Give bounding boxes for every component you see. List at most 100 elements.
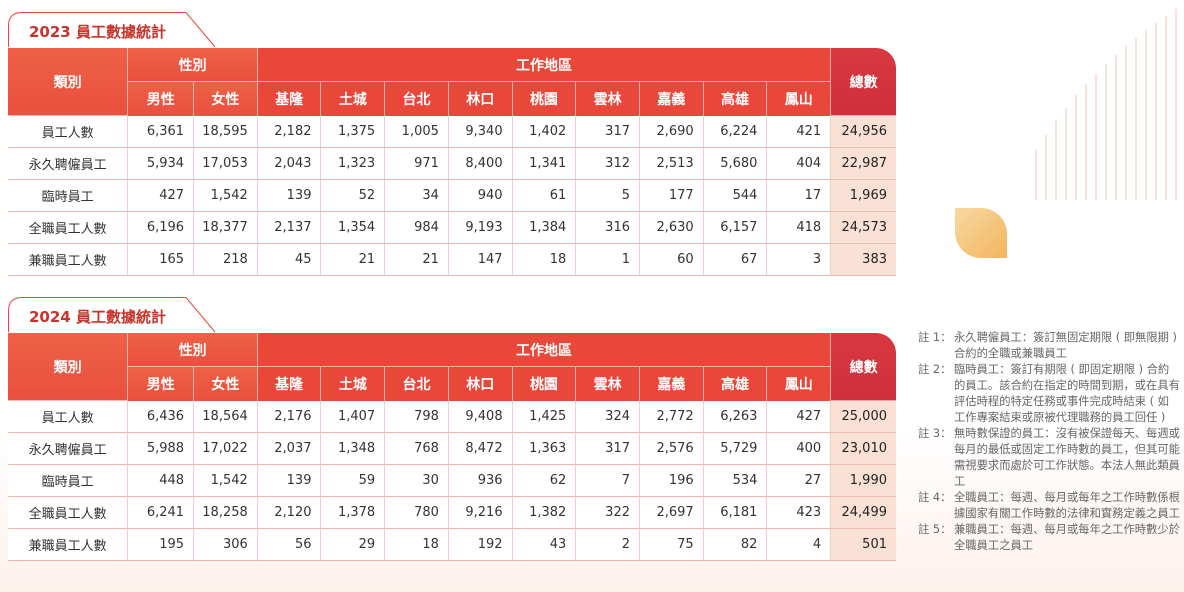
table-cell: 5,680: [703, 148, 768, 180]
column-header: 男性: [128, 82, 195, 116]
table-cell: 2,576: [640, 433, 704, 465]
total-cell: 501: [831, 529, 896, 561]
table-cell: 8,472: [448, 433, 513, 465]
row-label: 員工人數: [8, 401, 129, 433]
table-cell: 1,384: [512, 212, 577, 244]
total-cell: 24,956: [831, 116, 896, 148]
table-cell: 544: [703, 180, 768, 212]
total-cell: 23,010: [831, 433, 896, 465]
table-cell: 6,224: [703, 116, 768, 148]
table-cell: 177: [640, 180, 704, 212]
header-gender: 性別: [128, 333, 258, 367]
table-cell: 984: [385, 212, 449, 244]
table-cell: 5,934: [128, 148, 195, 180]
footnote-text: 臨時員工：簽訂有期限 ( 即固定期限 ) 合約的員工。該合約在指定的時間到期，或…: [954, 363, 1180, 424]
total-cell: 24,499: [831, 497, 896, 529]
table-cell: 9,216: [448, 497, 513, 529]
table-cell: 5,988: [128, 433, 195, 465]
footnote-item: 註 1： 永久聘僱員工：簽訂無固定期限 ( 即無限期 ) 合約的全職或兼職員工: [918, 330, 1180, 362]
footnotes: 註 1： 永久聘僱員工：簽訂無固定期限 ( 即無限期 ) 合約的全職或兼職員工註 …: [918, 330, 1180, 554]
table-cell: 1,407: [321, 401, 386, 433]
stats-section-2023: 2023 員工數據統計 類別 性別 工作地區 總數 男性 女性 基隆 土城 台北 林口 桃園…: [8, 12, 896, 276]
table-cell: 2,182: [257, 116, 322, 148]
table-cell: 21: [385, 244, 449, 276]
table-cell: 2,137: [257, 212, 322, 244]
stats-table: 類別 性別 工作地區 總數 男性 女性 基隆 土城 台北 林口 桃園 雲林 嘉義 高雄 鳳山 員工人…: [8, 333, 896, 561]
total-cell: 383: [831, 244, 896, 276]
header-gender: 性別: [128, 48, 258, 82]
column-header: 桃園: [512, 82, 577, 116]
table-row: 員工人數 6,361 18,595 2,182 1,375 1,005 9,340 1,402…: [8, 116, 896, 148]
table-cell: 18,564: [194, 401, 258, 433]
stats-section-2024: 2024 員工數據統計 類別 性別 工作地區 總數 男性 女性 基隆 土城 台北 林口 桃園…: [8, 297, 896, 561]
column-header: 桃園: [512, 367, 577, 401]
footnote-text: 永久聘僱員工：簽訂無固定期限 ( 即無限期 ) 合約的全職或兼職員工: [954, 331, 1177, 360]
table-cell: 317: [576, 116, 640, 148]
decorative-lines: [1035, 9, 1177, 200]
table-cell: 1: [576, 244, 640, 276]
table-cell: 2,176: [257, 401, 322, 433]
table-cell: 1,375: [321, 116, 386, 148]
footnote-item: 註 4： 全職員工：每週、每月或每年之工作時數係根據國家有關工作時數的法律和實務定…: [918, 490, 1180, 522]
footnote-item: 註 3： 無時數保證的員工：沒有被保證每天、每週或每月的最低或固定工作時數的員工，…: [918, 426, 1180, 490]
total-cell: 1,990: [831, 465, 896, 497]
table-cell: 2,043: [257, 148, 322, 180]
table-cell: 324: [576, 401, 640, 433]
column-header: 高雄: [703, 82, 768, 116]
table-row: 臨時員工 427 1,542 139 52 34 940 61 5 177 544 17 1,969: [8, 180, 896, 212]
footnote-item: 註 5： 兼職員工：每週、每月或每年之工作時數少於全職員工之員工: [918, 522, 1180, 554]
footnote-text: 全職員工：每週、每月或每年之工作時數係根據國家有關工作時數的法律和實務定義之員工: [954, 491, 1180, 520]
table-cell: 2,630: [640, 212, 704, 244]
table-cell: 30: [385, 465, 449, 497]
table-cell: 317: [576, 433, 640, 465]
total-cell: 1,969: [831, 180, 896, 212]
table-cell: 59: [321, 465, 386, 497]
table-cell: 6,241: [128, 497, 195, 529]
table-cell: 17,053: [194, 148, 258, 180]
header-category: 類別: [8, 48, 129, 116]
table-cell: 6,196: [128, 212, 195, 244]
table-cell: 6,436: [128, 401, 195, 433]
table-cell: 147: [448, 244, 513, 276]
table-cell: 192: [448, 529, 513, 561]
table-cell: 6,361: [128, 116, 195, 148]
table-cell: 34: [385, 180, 449, 212]
table-cell: 8,400: [448, 148, 513, 180]
column-header: 台北: [385, 82, 449, 116]
table-cell: 195: [128, 529, 195, 561]
table-cell: 62: [512, 465, 577, 497]
table-cell: 1,402: [512, 116, 577, 148]
footnote-item: 註 2： 臨時員工：簽訂有期限 ( 即固定期限 ) 合約的員工。該合約在指定的時間…: [918, 362, 1180, 426]
table-cell: 29: [321, 529, 386, 561]
table-cell: 427: [128, 180, 195, 212]
table-cell: 418: [767, 212, 832, 244]
table-cell: 306: [194, 529, 258, 561]
row-label: 兼職員工人數: [8, 244, 129, 276]
column-header: 女性: [194, 367, 258, 401]
column-header: 高雄: [703, 367, 768, 401]
table-cell: 4: [767, 529, 832, 561]
row-label: 永久聘僱員工: [8, 433, 129, 465]
row-label: 臨時員工: [8, 465, 129, 497]
table-cell: 139: [257, 180, 322, 212]
table-cell: 6,157: [703, 212, 768, 244]
column-header: 雲林: [576, 82, 640, 116]
row-label: 全職員工人數: [8, 497, 129, 529]
table-cell: 322: [576, 497, 640, 529]
footnote-number: 註 4：: [918, 491, 952, 504]
table-cell: 1,363: [512, 433, 577, 465]
table-cell: 971: [385, 148, 449, 180]
column-header: 基隆: [257, 82, 322, 116]
table-cell: 139: [257, 465, 322, 497]
table-cell: 18: [385, 529, 449, 561]
table-cell: 9,340: [448, 116, 513, 148]
footnote-number: 註 2：: [918, 363, 952, 376]
table-cell: 2,772: [640, 401, 704, 433]
section-title: 2024 員工數據統計: [29, 308, 166, 326]
table-cell: 6,263: [703, 401, 768, 433]
footnote-number: 註 3：: [918, 427, 952, 440]
table-cell: 1,005: [385, 116, 449, 148]
table-cell: 27: [767, 465, 832, 497]
table-row: 臨時員工 448 1,542 139 59 30 936 62 7 196 534 27 1,990: [8, 465, 896, 497]
table-cell: 798: [385, 401, 449, 433]
